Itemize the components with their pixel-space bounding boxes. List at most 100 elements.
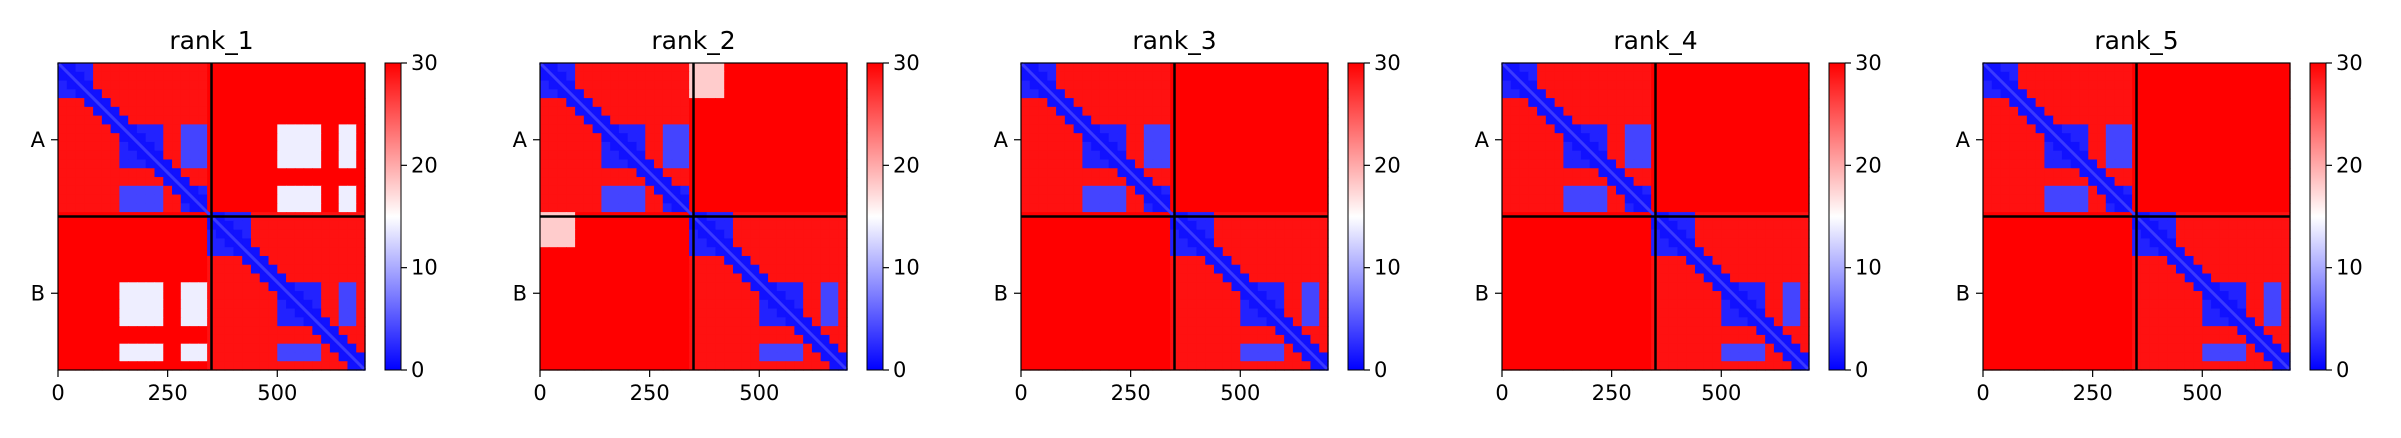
heatmap-cell xyxy=(93,247,103,257)
heatmap-cell xyxy=(1108,273,1119,283)
heatmap-cell xyxy=(1712,299,1722,310)
heatmap-cell xyxy=(1249,299,1259,310)
heatmap-cell xyxy=(838,150,848,161)
heatmap-cell xyxy=(1301,71,1312,82)
heatmap-cell xyxy=(1143,247,1154,257)
heatmap-cell xyxy=(1659,124,1670,134)
heatmap-cell xyxy=(1284,220,1294,231)
heatmap-cell xyxy=(93,194,103,204)
heatmap-cell xyxy=(1756,159,1766,169)
heatmap-cell xyxy=(838,89,848,99)
heatmap-cell xyxy=(540,273,550,283)
heatmap-cell xyxy=(224,133,235,143)
heatmap-cell xyxy=(145,98,156,108)
heatmap-cell xyxy=(1231,133,1241,143)
heatmap-cell xyxy=(356,141,366,152)
heatmap-cell xyxy=(1528,343,1538,354)
heatmap-cell xyxy=(1773,168,1784,178)
heatmap-cell xyxy=(1187,133,1198,143)
heatmap-cell xyxy=(1659,282,1670,292)
heatmap-cell xyxy=(1292,159,1303,169)
heatmap-cell xyxy=(794,299,804,310)
heatmap-cell xyxy=(321,361,331,371)
heatmap-cell xyxy=(715,80,725,90)
heatmap-cell xyxy=(759,229,769,240)
heatmap-cell xyxy=(163,177,173,187)
heatmap-cell xyxy=(1161,80,1171,90)
heatmap-cell xyxy=(1502,247,1512,257)
heatmap-cell xyxy=(548,255,559,266)
heatmap-cell xyxy=(627,291,638,301)
heatmap-cell xyxy=(1196,168,1206,178)
heatmap-cell xyxy=(811,361,822,371)
heatmap-cell xyxy=(794,98,804,108)
heatmap-cell xyxy=(163,317,173,327)
heatmap-cell xyxy=(1091,317,1101,327)
heatmap-cell xyxy=(1143,141,1154,152)
heatmap-cell xyxy=(1677,115,1687,125)
heatmap-cell xyxy=(1292,150,1303,161)
heatmap-cell xyxy=(1502,291,1512,301)
heatmap-cell xyxy=(1598,203,1608,213)
heatmap-cell xyxy=(1056,255,1066,266)
heatmap-cell xyxy=(1721,308,1731,318)
heatmap-cell xyxy=(1545,159,1556,169)
heatmap-cell xyxy=(356,168,366,178)
heatmap-cell xyxy=(1572,98,1582,108)
heatmap-cell xyxy=(101,159,112,169)
heatmap-cell xyxy=(1047,177,1057,187)
heatmap-cell xyxy=(1545,291,1556,301)
heatmap-cell xyxy=(776,71,787,82)
heatmap-cell xyxy=(1537,71,1547,82)
heatmap-cell xyxy=(1765,291,1775,301)
heatmap-cell xyxy=(1616,343,1626,354)
heatmap-cell xyxy=(128,282,138,292)
heatmap-cell xyxy=(1545,71,1556,82)
heatmap-cell xyxy=(803,317,813,327)
heatmap-cells xyxy=(1502,63,1810,371)
heatmap-cell xyxy=(1117,220,1127,231)
diagonal-a xyxy=(1500,61,1657,218)
heatmap-cell xyxy=(1047,247,1057,257)
heatmap-cell xyxy=(1686,255,1696,266)
heatmap-cell xyxy=(1694,203,1705,213)
heatmap-cell xyxy=(1099,282,1110,292)
heatmap-cell xyxy=(1091,308,1101,318)
heatmap-cell xyxy=(645,343,655,354)
heatmap-cell xyxy=(715,115,725,125)
heatmap-cell xyxy=(627,220,638,231)
heatmap-cell xyxy=(1572,299,1582,310)
heatmap-cell xyxy=(1510,308,1521,318)
heatmap-cell xyxy=(1117,247,1127,257)
heatmap-cell xyxy=(294,238,305,248)
heatmap-cell xyxy=(1659,343,1670,354)
heatmap-cell xyxy=(654,63,664,73)
heatmap-cell xyxy=(618,177,629,187)
heatmap-cell xyxy=(1747,352,1757,362)
heatmap-cell xyxy=(75,63,85,73)
heatmap-cell xyxy=(741,80,752,90)
heatmap-cell xyxy=(1537,80,1547,90)
heatmap-cell xyxy=(66,106,77,117)
heatmap-cell xyxy=(1800,80,1810,90)
heatmap-cell xyxy=(811,124,822,134)
heatmap-cell xyxy=(180,141,191,152)
heatmap-cell xyxy=(1082,247,1092,257)
heatmap-cell xyxy=(1047,334,1057,345)
heatmap-cell xyxy=(811,63,822,73)
heatmap-cell xyxy=(1161,71,1171,82)
heatmap-cell xyxy=(1301,264,1312,275)
heatmap-cell xyxy=(1616,308,1626,318)
heatmap-cell xyxy=(654,238,664,248)
heatmap-cell xyxy=(540,291,550,301)
heatmap-cell xyxy=(759,299,769,310)
heatmap-cell xyxy=(294,98,305,108)
heatmap-cell xyxy=(356,98,366,108)
heatmap-cell xyxy=(601,308,611,318)
heatmap-cell xyxy=(1231,220,1241,231)
heatmap-cell xyxy=(93,177,103,187)
heatmap-cell xyxy=(215,106,226,117)
heatmap-cell xyxy=(601,177,611,187)
heatmap-cell xyxy=(1572,71,1582,82)
heatmap-cell xyxy=(1721,343,1731,354)
